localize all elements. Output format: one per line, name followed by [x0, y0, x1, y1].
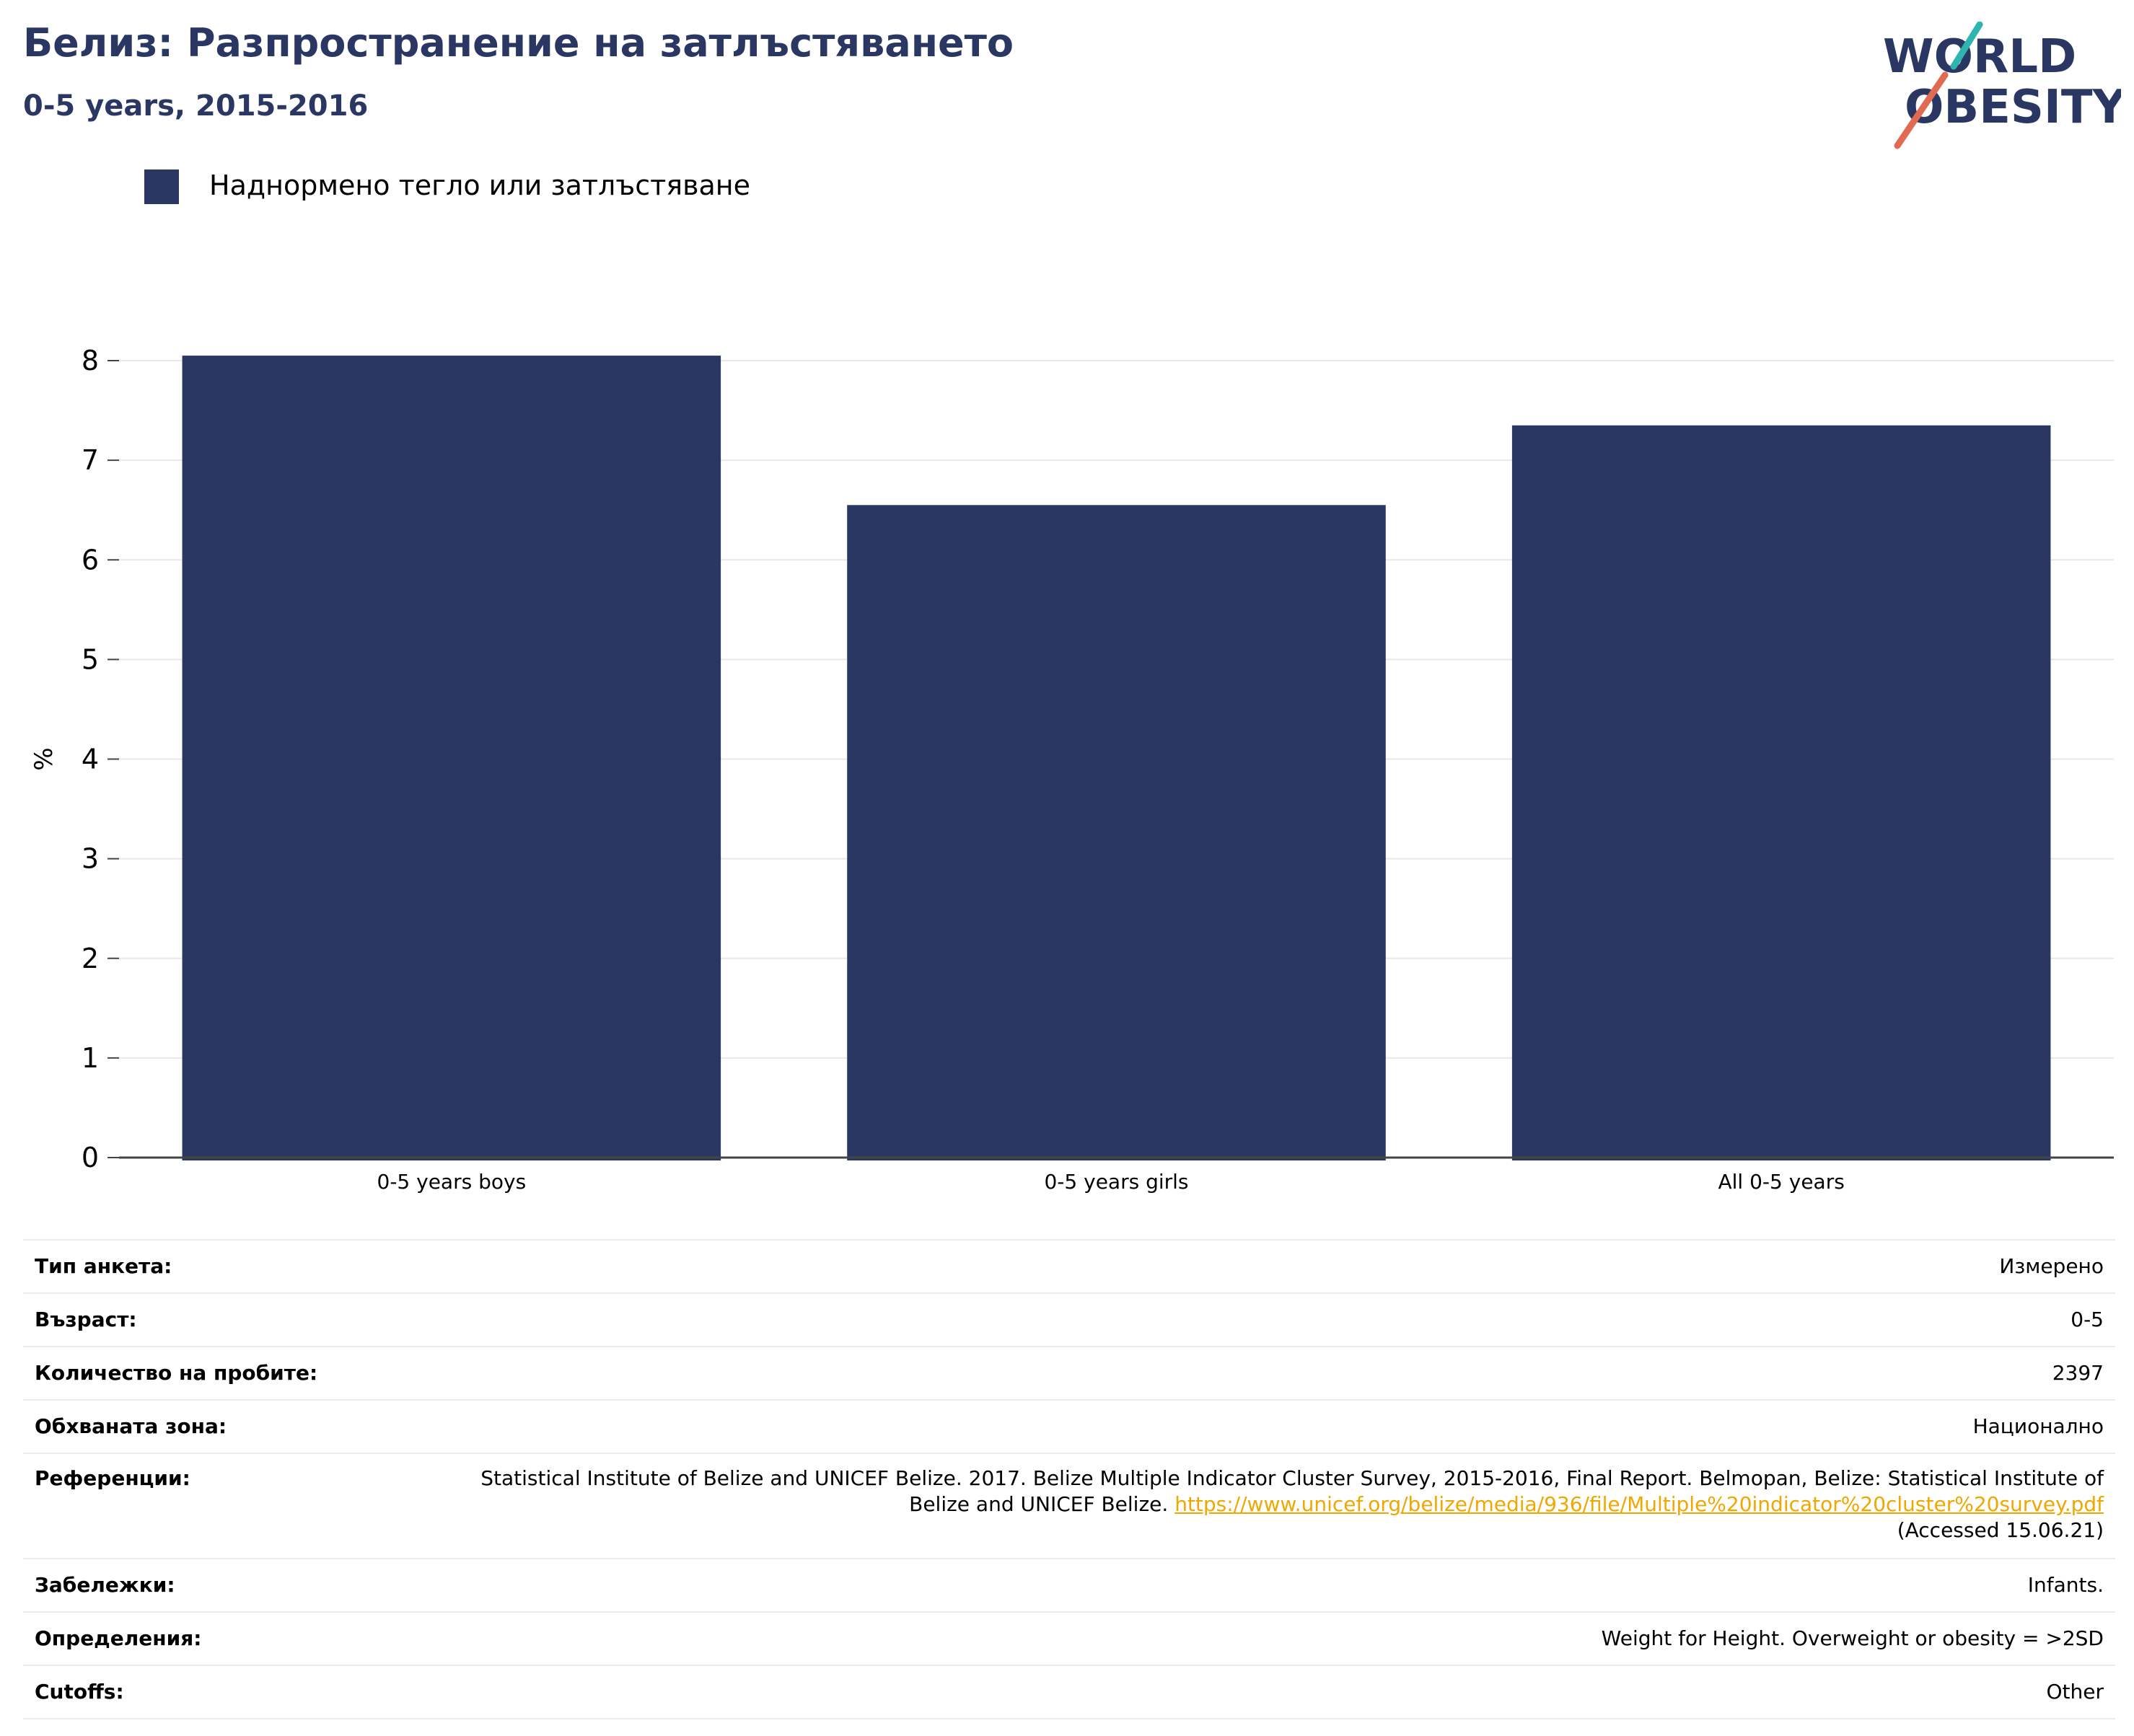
- info-value: Weight for Height. Overweight or obesity…: [23, 1626, 2115, 1652]
- info-value: Other: [23, 1679, 2115, 1705]
- y-tick-label: 6: [82, 544, 99, 576]
- y-tick-label: 0: [82, 1142, 99, 1173]
- info-value-text: Национално: [1972, 1414, 2104, 1438]
- legend-swatch: [144, 169, 179, 204]
- y-tick-label: 4: [82, 744, 99, 775]
- y-tick-label: 1: [82, 1042, 99, 1074]
- info-row: Забележки: Infants.: [23, 1558, 2115, 1611]
- y-axis-label: %: [30, 747, 58, 770]
- x-tick-label: 0-5 years boys: [377, 1170, 527, 1194]
- y-tick-label: 5: [82, 643, 99, 675]
- info-value: Национално: [23, 1414, 2115, 1440]
- info-value: 0-5: [23, 1307, 2115, 1333]
- legend-label: Наднормено тегло или затлъстяване: [209, 169, 750, 201]
- info-value-text: Statistical Institute of Belize and UNIC…: [480, 1466, 2104, 1516]
- info-value: Statistical Institute of Belize and UNIC…: [23, 1466, 2115, 1543]
- logo-text-obesity: OBESITY: [1905, 81, 2121, 134]
- y-tick-label: 7: [82, 444, 99, 476]
- info-value-text: Измерено: [1999, 1254, 2104, 1278]
- info-value: 2397: [23, 1360, 2115, 1386]
- info-row: Референции: Statistical Institute of Beli…: [23, 1453, 2115, 1558]
- chart-title: Белиз: Разпространение на затлъстяването: [23, 20, 1014, 66]
- info-row: Определения: Weight for Height. Overweigh…: [23, 1611, 2115, 1665]
- bar-chart: 0 1 2 3 4 5 6 7 8% 0-5 years boys 0-5 years girls A…: [30, 345, 2114, 1194]
- x-tick-label: All 0-5 years: [1718, 1170, 1845, 1194]
- x-tick-label: 0-5 years girls: [1044, 1170, 1188, 1194]
- info-key: Определения:: [35, 1626, 202, 1650]
- logo-stroke-coral: [1894, 71, 1949, 149]
- info-value-text: 0-5: [2071, 1308, 2104, 1331]
- accessed-date: (Accessed 15.06.21): [1897, 1518, 2104, 1542]
- info-key: Количество на пробите:: [35, 1361, 318, 1385]
- chart-subtitle: 0-5 years, 2015-2016: [23, 89, 369, 123]
- info-key: Забележки:: [35, 1573, 175, 1597]
- logo-stroke-teal: [1950, 22, 1983, 70]
- info-value: Измерено: [23, 1253, 2115, 1279]
- info-value: Infants.: [23, 1572, 2115, 1598]
- info-key: Възраст:: [35, 1308, 137, 1331]
- bar: [1511, 425, 2051, 1160]
- reference-link[interactable]: https://www.unicef.org/belize/media/936/…: [1174, 1492, 2104, 1516]
- info-row: Тип анкета: Измерено: [23, 1239, 2115, 1292]
- info-row: Възраст: 0-5: [23, 1292, 2115, 1346]
- y-tick-label: 3: [82, 843, 99, 875]
- info-row: Cutoffs: Other: [23, 1665, 2115, 1719]
- info-value-text: 2397: [2052, 1361, 2104, 1385]
- y-tick-label: 8: [82, 345, 99, 376]
- world-obesity-logo: WORLD OBESITY: [1883, 22, 2121, 149]
- info-key: Тип анкета:: [35, 1254, 172, 1278]
- info-key: Референции:: [35, 1466, 190, 1490]
- y-tick-label: 2: [82, 943, 99, 974]
- info-row: Количество на пробите: 2397: [23, 1346, 2115, 1399]
- logo-text-world: WORLD: [1883, 30, 2076, 84]
- info-value-text: Infants.: [2027, 1573, 2104, 1597]
- bar: [847, 505, 1386, 1160]
- info-value-text: Weight for Height. Overweight or obesity…: [1601, 1626, 2104, 1650]
- info-table: Тип анкета: Измерено Възраст: 0-5 Количество…: [23, 1239, 2115, 1719]
- info-key: Cutoffs:: [35, 1680, 124, 1704]
- bar: [182, 356, 721, 1160]
- info-row: Обхваната зона: Национално: [23, 1399, 2115, 1453]
- info-key: Обхваната зона:: [35, 1414, 227, 1438]
- info-value-text: Other: [2046, 1680, 2104, 1704]
